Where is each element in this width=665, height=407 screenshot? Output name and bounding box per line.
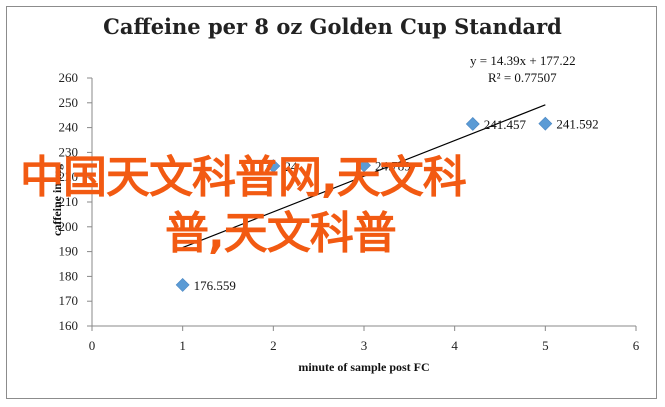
x-tick-label: 4 (451, 338, 458, 353)
data-label: 241.457 (484, 117, 527, 132)
y-tick-label: 170 (59, 293, 79, 308)
trendline-equation: y = 14.39x + 177.22 (470, 53, 576, 68)
y-tick-label: 240 (59, 120, 79, 135)
data-points: 176.559 24 24.789 241.457 241.592 (175, 116, 599, 293)
y-tick-label: 230 (59, 144, 79, 159)
trendline (182, 104, 546, 249)
watermark-line-2: 普,天文科普 (165, 208, 397, 259)
data-label: 24 (284, 159, 298, 174)
data-point-marker (357, 158, 371, 173)
chart-title: Caffeine per 8 oz Golden Cup Standard (103, 14, 562, 39)
x-tick-label: 1 (179, 338, 186, 353)
data-point-marker (175, 278, 190, 292)
y-tick-label: 260 (59, 70, 79, 85)
watermark-line-1: 中国天文科普网,天文科 (20, 152, 467, 203)
chart-frame (6, 6, 657, 399)
y-tick-label: 190 (59, 244, 79, 259)
data-point-marker (465, 117, 480, 131)
x-tick-label: 0 (89, 338, 96, 353)
y-tick-label: 250 (59, 95, 79, 110)
y-tick-label: 180 (59, 268, 79, 283)
y-tick-label: 160 (59, 318, 79, 333)
data-label: 24.789 (375, 158, 411, 173)
data-point-marker (538, 116, 553, 131)
x-tick-label: 5 (542, 338, 549, 353)
y-tick-label: 200 (59, 219, 79, 234)
x-axis-label: minute of sample post FC (298, 360, 430, 374)
x-tick-label: 2 (270, 338, 277, 353)
trendline-r-squared: R² = 0.77507 (488, 70, 557, 85)
data-label: 176.559 (194, 278, 236, 293)
watermark-overlay: 中国天文科普网,天文科 普,天文科普 (20, 150, 640, 262)
x-tick-label: 3 (361, 338, 368, 353)
tick-labels: 160 170 180 190 200 210 220 230 240 250 260 0 1 2 3 4 5 6 (59, 70, 640, 353)
trendline-legend: y = 14.39x + 177.22 R² = 0.77507 (470, 52, 665, 86)
y-tick-label: 220 (59, 169, 79, 184)
y-tick-label: 210 (59, 194, 79, 209)
data-label: 241.592 (556, 117, 598, 132)
data-point-marker (266, 159, 281, 173)
x-tick-label: 6 (633, 338, 640, 353)
trendline-path (182, 104, 546, 249)
axes (87, 77, 637, 331)
